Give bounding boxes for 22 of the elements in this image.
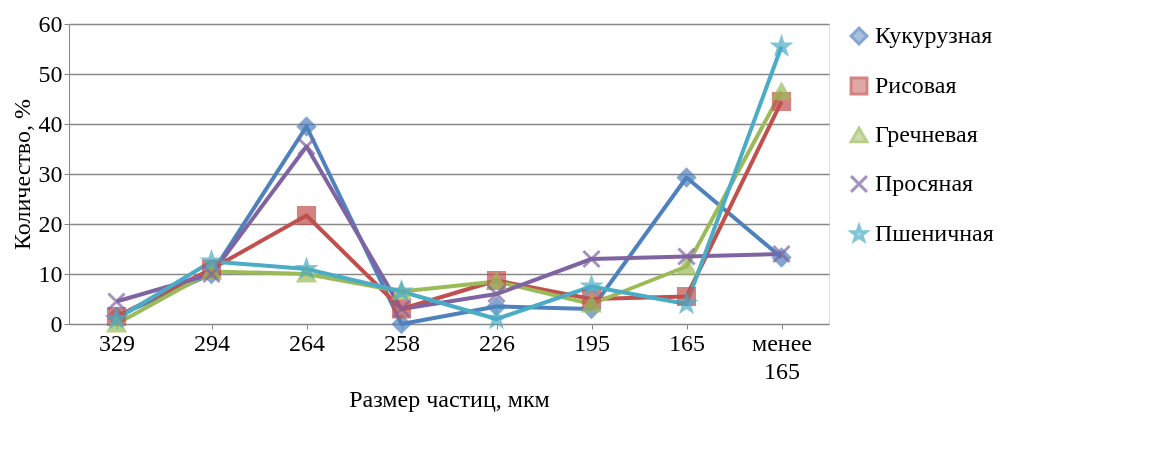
x-tick-label: 264 — [289, 329, 325, 356]
x-tick-label: 329 — [99, 329, 135, 356]
y-tick-label: 20 — [38, 210, 63, 237]
legend-label: Гречневая — [875, 121, 978, 147]
x-tick-label: 258 — [384, 329, 420, 356]
x-axis-title: Размер частиц, мкм — [349, 385, 550, 412]
legend-label: Кукурузная — [875, 22, 993, 48]
y-axis-title: Количество, % — [8, 99, 35, 250]
x-tick-label: менее 165 — [752, 329, 812, 384]
x-tick-label: 226 — [479, 329, 515, 356]
y-tick-label: 40 — [38, 110, 63, 137]
x-tick-label: 294 — [194, 329, 230, 356]
y-tick-label: 50 — [38, 60, 63, 87]
x-tick-label: 165 — [669, 329, 705, 356]
y-tick-label: 0 — [50, 310, 63, 337]
y-tick-label: 10 — [38, 260, 63, 287]
y-tick-label: 60 — [38, 10, 63, 37]
legend-label: Пшеничная — [875, 220, 994, 246]
y-tick-label: 30 — [38, 160, 63, 187]
x-tick-label: 195 — [574, 329, 610, 356]
legend-label: Просяная — [875, 170, 974, 196]
legend-label: Рисовая — [875, 72, 957, 98]
